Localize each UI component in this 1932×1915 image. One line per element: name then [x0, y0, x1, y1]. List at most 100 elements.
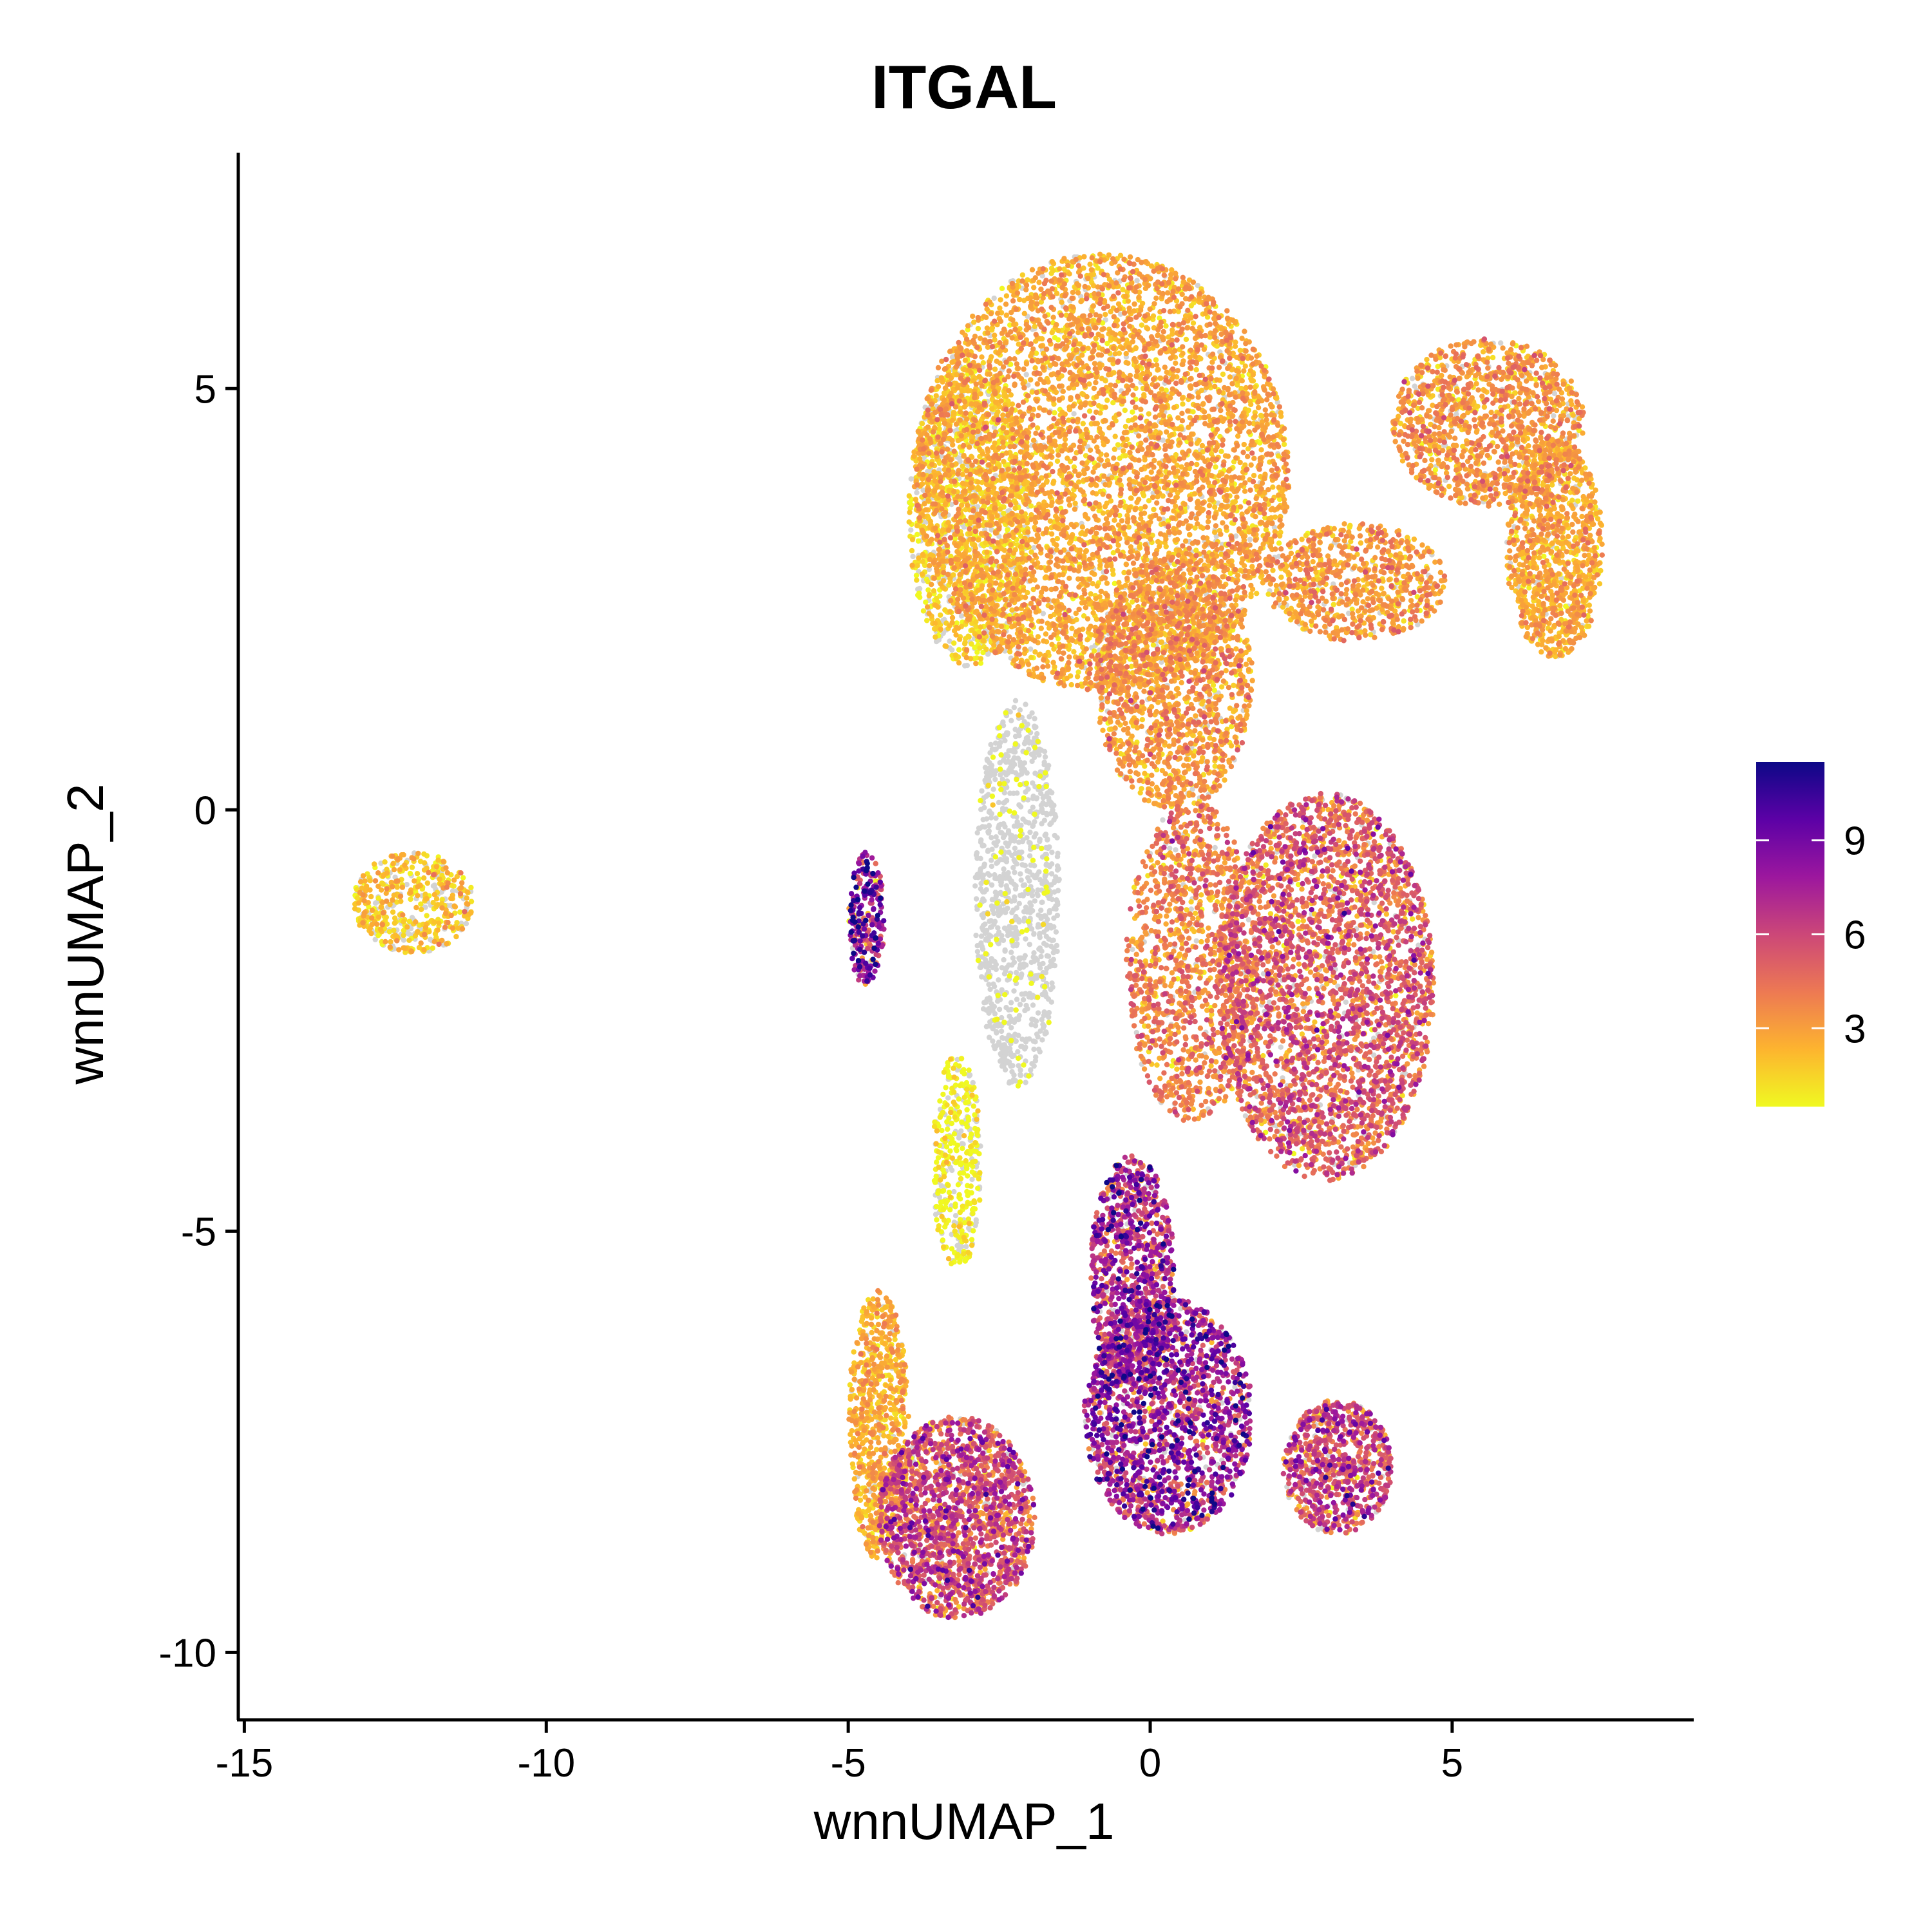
cell-point: [985, 651, 990, 656]
cell-point: [1027, 1036, 1032, 1042]
cell-point: [937, 1098, 942, 1103]
cell-point: [1007, 808, 1012, 814]
cell-point: [1033, 955, 1038, 960]
cell-point: [1047, 788, 1052, 794]
cell-point: [990, 786, 996, 792]
cell-point: [998, 752, 1003, 757]
cell-point: [936, 1188, 942, 1193]
cell-point: [1213, 845, 1218, 850]
cell-point: [1034, 891, 1039, 896]
cell-point: [1016, 1056, 1021, 1061]
cell-point: [1013, 978, 1018, 983]
cell-point: [1054, 949, 1059, 954]
cell-point: [382, 859, 387, 864]
cell-point: [956, 647, 961, 653]
cell-point: [1130, 599, 1135, 604]
cell-point: [977, 1170, 982, 1176]
cell-point: [983, 951, 989, 956]
cell-point: [996, 977, 1001, 982]
cell-point: [1019, 1036, 1025, 1042]
cell-point: [1032, 819, 1037, 824]
cell-point: [979, 788, 984, 794]
cell-point: [956, 1182, 961, 1187]
cell-point: [1018, 828, 1023, 833]
cell-point: [1055, 851, 1060, 856]
cell-point: [982, 862, 987, 867]
cell-point: [1026, 820, 1031, 825]
cell-point: [993, 854, 998, 859]
cell-point: [1033, 831, 1038, 836]
cell-point: [1014, 905, 1019, 910]
cell-point: [1003, 752, 1009, 757]
cell-point: [1019, 877, 1024, 882]
cell-point: [1018, 1067, 1023, 1072]
cell-point: [1041, 941, 1046, 946]
cell-point: [940, 1092, 945, 1097]
cell-point: [421, 852, 426, 857]
cell-point: [1039, 974, 1045, 979]
cell-point: [975, 943, 980, 948]
cell-point: [1049, 850, 1054, 855]
cell-point: [960, 1146, 965, 1151]
cell-point: [969, 642, 974, 647]
cell-point: [1023, 1080, 1028, 1085]
cell-point: [1153, 357, 1159, 363]
cell-point: [1025, 1006, 1030, 1011]
cell-point: [1046, 910, 1052, 915]
cell-point: [996, 800, 1001, 805]
cell-point: [1032, 812, 1037, 817]
cell-point: [981, 1000, 987, 1005]
cell-point: [999, 987, 1005, 993]
cell-point: [936, 1149, 941, 1154]
cell-point: [974, 896, 979, 901]
cell-point: [923, 600, 928, 605]
cell-point: [1012, 749, 1018, 754]
cell-point: [1003, 759, 1009, 765]
cell-point: [974, 1130, 980, 1135]
cell-point: [1000, 1042, 1005, 1047]
cell-point: [1014, 777, 1019, 782]
cell-point: [1031, 1047, 1036, 1052]
cell-point: [1027, 740, 1032, 745]
cell-point: [944, 1102, 949, 1107]
cell-point: [960, 1204, 965, 1209]
cell-point: [1009, 1007, 1014, 1012]
cell-point: [1020, 839, 1025, 844]
cell-point: [948, 1134, 953, 1139]
cell-point: [1569, 498, 1575, 503]
cell-point: [1056, 866, 1061, 872]
cell-point: [1009, 718, 1014, 723]
cell-point: [989, 882, 994, 888]
cell-point: [965, 1099, 971, 1104]
cell-point: [994, 967, 999, 972]
cell-point: [998, 767, 1003, 772]
cell-point: [934, 1217, 939, 1223]
cell-point: [964, 1107, 969, 1112]
cell-point: [992, 296, 997, 301]
cell-point: [955, 1143, 960, 1148]
cell-point: [954, 1253, 960, 1258]
cell-point: [952, 1204, 958, 1209]
cell-point: [965, 1193, 971, 1198]
cell-point: [1008, 836, 1013, 841]
cell-point: [990, 794, 995, 799]
cell-point: [1027, 841, 1032, 846]
cell-point: [1021, 1062, 1026, 1067]
cell-point: [1045, 846, 1050, 851]
cell-point: [1033, 1023, 1038, 1028]
cell-point: [979, 974, 984, 979]
cell-point: [999, 1063, 1005, 1069]
cell-point: [391, 928, 396, 933]
cell-point: [1490, 355, 1495, 360]
cell-point: [1013, 741, 1018, 747]
cell-point: [998, 850, 1003, 855]
cell-point: [410, 864, 415, 870]
cell-point: [978, 881, 983, 886]
cell-point: [1056, 888, 1061, 893]
cell-point: [978, 866, 983, 872]
cell-point: [965, 1115, 971, 1120]
cell-point: [907, 500, 912, 505]
cell-point: [1030, 993, 1035, 998]
cell-point: [1036, 913, 1041, 918]
cell-point: [1264, 862, 1269, 868]
